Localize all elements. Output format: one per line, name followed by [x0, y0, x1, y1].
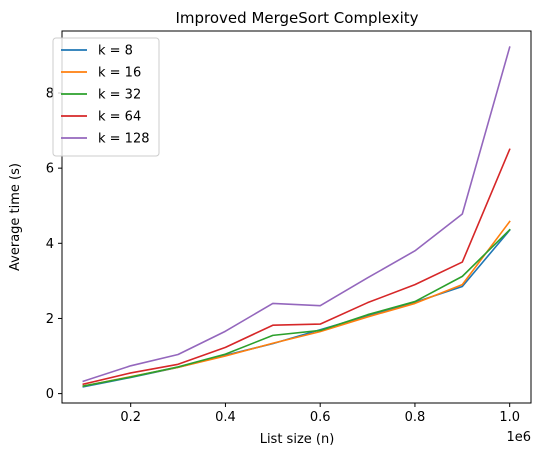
y-tick-label: 2	[46, 312, 54, 327]
chart-title: Improved MergeSort Complexity	[175, 9, 418, 27]
legend-box	[52, 37, 160, 157]
series-line-4	[82, 46, 511, 383]
legend-label-1: k = 16	[98, 66, 141, 81]
x-tick-label: 0.4	[215, 410, 236, 425]
series-line-3	[82, 148, 511, 386]
plot-frame	[61, 30, 532, 404]
series-line-0	[82, 229, 511, 388]
legend-label-3: k = 64	[98, 110, 141, 125]
x-axis-label: List size (n)	[260, 432, 335, 447]
series-lines	[82, 46, 511, 388]
y-tick-label: 6	[46, 162, 54, 177]
x-tick-label: 1.0	[499, 410, 520, 425]
x-offset-label: 1e6	[506, 430, 531, 445]
legend-label-0: k = 8	[98, 44, 133, 59]
series-line-2	[82, 228, 511, 388]
legend: k = 8 k = 16 k = 32 k = 64 k = 128	[52, 37, 160, 157]
x-tick-label: 0.2	[120, 410, 141, 425]
y-tick-label: 8	[46, 87, 54, 102]
x-tick-label: 0.8	[405, 410, 426, 425]
legend-label-4: k = 128	[98, 132, 150, 147]
y-axis-label: Average time (s)	[8, 163, 23, 271]
x-tick-label: 0.6	[310, 410, 331, 425]
legend-label-2: k = 32	[98, 88, 141, 103]
y-tick-label: 4	[46, 237, 54, 252]
x-axis-ticks: 0.2 0.4 0.6 0.8 1.0	[120, 403, 520, 425]
y-tick-label: 0	[46, 387, 54, 402]
